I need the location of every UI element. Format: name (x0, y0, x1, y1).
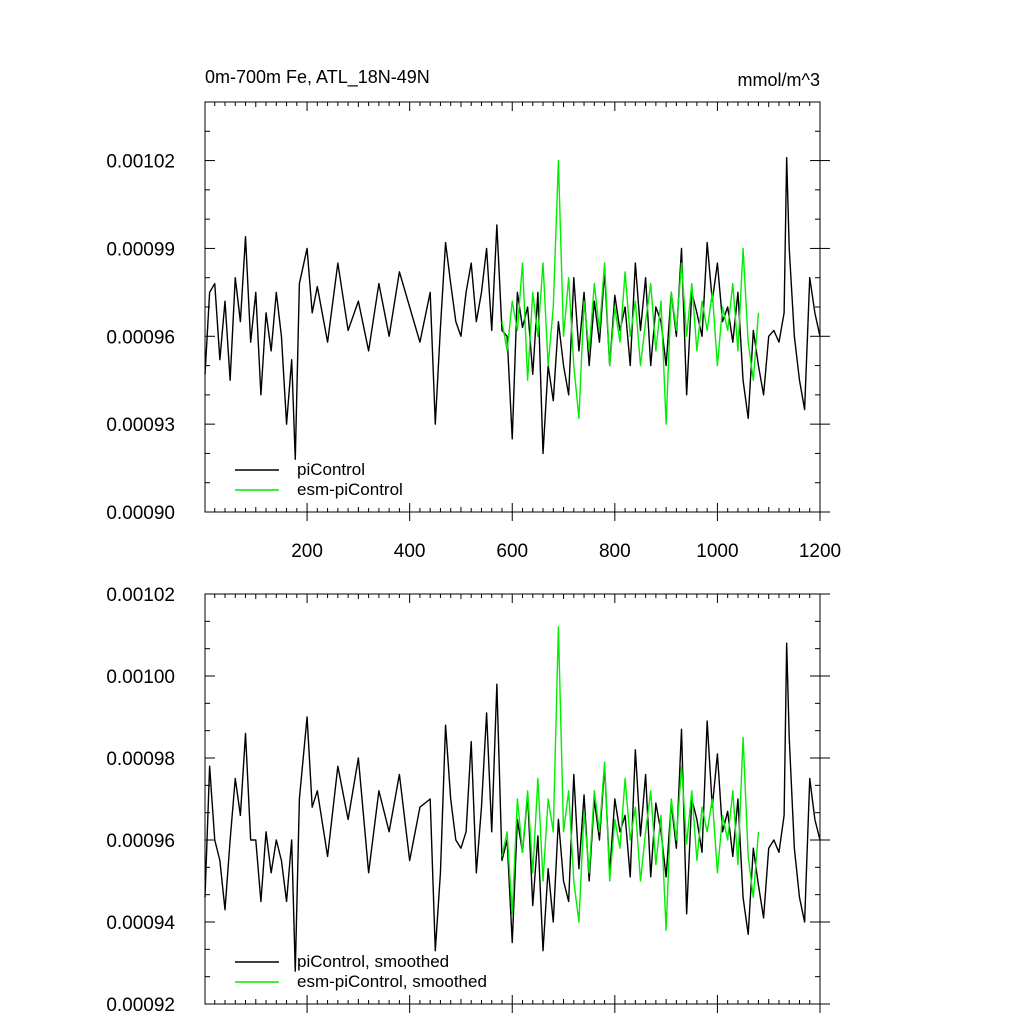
y-tick-label: 0.00098 (106, 749, 175, 770)
y-tick-label: 0.00096 (106, 831, 175, 852)
y-tick-label: 0.00092 (106, 995, 175, 1016)
y-tick-label: 0.00093 (106, 415, 175, 436)
y-tick-label: 0.00102 (106, 585, 175, 606)
x-tick-label: 600 (496, 541, 528, 562)
series-line-esm-picontrol-smoothed (501, 626, 760, 931)
legend-label: esm-piControl, smoothed (297, 972, 487, 991)
series-line-picontrol-smoothed (204, 642, 821, 972)
legend-label: piControl, smoothed (297, 952, 449, 971)
x-tick-label: 1000 (696, 541, 738, 562)
bottom-panel: 0.00092 0.00094 0.00096 0.00098 0.00100 0.001… (106, 585, 830, 1016)
top-axis-ticks: 200 400 600 800 1000 1200 0.00090 0.00093 0.0009… (106, 101, 841, 562)
legend-label: esm-piControl (297, 480, 403, 499)
y-tick-label: 0.00094 (106, 913, 175, 934)
y-tick-label: 0.00099 (106, 239, 175, 260)
series-line-picontrol (204, 156, 821, 460)
top-panel-title: 0m-700m Fe, ATL_18N-49N (205, 67, 430, 88)
bottom-series-group (204, 626, 821, 972)
bottom-axis-ticks: 0.00092 0.00094 0.00096 0.00098 0.00100 0.001… (106, 585, 830, 1016)
x-tick-label: 200 (291, 541, 323, 562)
series-line-esm-picontrol (501, 159, 760, 425)
y-tick-label: 0.00102 (106, 152, 175, 173)
top-panel-units: mmol/m^3 (738, 70, 820, 90)
y-tick-label: 0.00096 (106, 327, 175, 348)
legend-label: piControl (297, 460, 365, 479)
top-panel: 0m-700m Fe, ATL_18N-49N mmol/m^3 200 400 6… (106, 67, 841, 562)
x-tick-label: 1200 (799, 541, 841, 562)
y-tick-label: 0.00090 (106, 503, 175, 524)
top-series-group (204, 156, 821, 460)
x-tick-label: 800 (599, 541, 631, 562)
x-tick-label: 400 (394, 541, 426, 562)
y-tick-label: 0.00100 (106, 667, 175, 688)
